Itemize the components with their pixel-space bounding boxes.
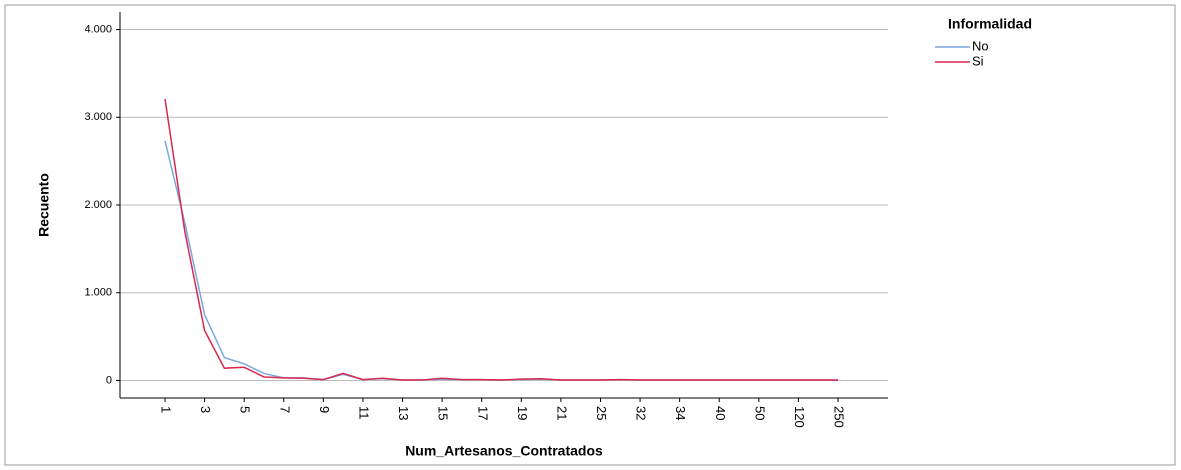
x-tick-label: 40 <box>713 406 728 420</box>
x-tick-label: 13 <box>396 406 411 420</box>
x-tick-label: 19 <box>515 406 530 420</box>
x-tick-label: 11 <box>357 406 372 420</box>
legend-label: Si <box>972 53 984 68</box>
x-tick-label: 5 <box>238 406 253 413</box>
series-line <box>164 98 838 381</box>
x-tick-label: 25 <box>594 406 609 420</box>
x-tick-label: 32 <box>634 406 649 420</box>
x-tick-label: 34 <box>673 406 688 420</box>
x-tick-label: 250 <box>832 406 847 428</box>
frame <box>4 4 1176 466</box>
y-tick-label: 3.000 <box>84 111 112 123</box>
legend-title: Informalidad <box>948 16 1032 32</box>
y-tick-label: 2.000 <box>84 199 112 211</box>
x-tick-label: 9 <box>317 406 332 413</box>
x-tick-label: 120 <box>792 406 807 428</box>
x-tick-label: 15 <box>436 406 451 420</box>
x-tick-label: 7 <box>277 406 292 413</box>
x-axis-label: Num_Artesanos_Contratados <box>405 443 603 459</box>
x-tick-label: 50 <box>752 406 767 420</box>
x-tick-label: 17 <box>475 406 490 420</box>
x-tick-label: 21 <box>554 406 569 420</box>
y-tick-label: 0 <box>106 374 112 386</box>
y-tick-label: 4.000 <box>84 23 112 35</box>
y-axis-label: Recuento <box>36 173 52 237</box>
legend-label: No <box>972 38 989 53</box>
x-tick-label: 3 <box>198 406 213 413</box>
y-tick-label: 1.000 <box>84 287 112 299</box>
x-tick-label: 1 <box>159 406 174 413</box>
